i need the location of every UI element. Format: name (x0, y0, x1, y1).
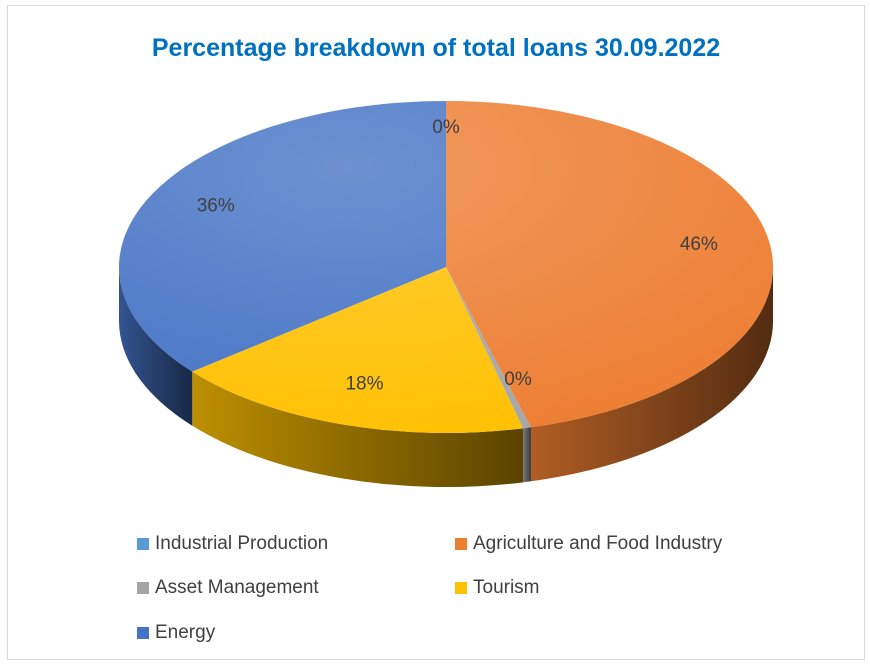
pie-labels: 0% 46% 0% 18% 36% (197, 117, 718, 395)
pie-sides (119, 267, 773, 487)
legend-swatch-agriculture (455, 538, 467, 550)
legend-label: Energy (155, 622, 216, 643)
legend-item-industrial-production: Industrial Production (137, 533, 328, 555)
legend-label: Industrial Production (155, 533, 329, 554)
legend-label: Agriculture and Food Industry (473, 533, 723, 554)
pie-top (119, 101, 773, 433)
legend-swatch-tourism (455, 582, 467, 594)
pie-top-highlight (119, 101, 773, 433)
legend-swatch-industrial (137, 538, 149, 550)
legend-label: Tourism (473, 577, 540, 598)
data-label-industrial-production: 0% (432, 117, 460, 138)
data-label-agriculture-and-food-industry: 46% (680, 234, 718, 255)
legend-item-energy: Energy (137, 622, 215, 644)
data-label-asset-management: 0% (504, 369, 532, 390)
data-label-tourism: 18% (345, 374, 383, 395)
chart-title: Percentage breakdown of total loans 30.0… (151, 34, 721, 62)
pie-side-shade-tourism (192, 371, 524, 487)
legend-label: Asset Management (155, 577, 319, 598)
pie-side-shade-asset-management (523, 427, 531, 483)
legend-item-tourism: Tourism (455, 577, 540, 599)
pie-side-shade-energy (119, 267, 193, 426)
data-label-energy: 36% (197, 195, 235, 216)
legend-swatch-energy (137, 627, 149, 639)
legend-item-agriculture: Agriculture and Food Industry (455, 533, 722, 555)
legend-swatch-asset (137, 582, 149, 594)
legend-item-asset-management: Asset Management (137, 577, 319, 599)
pie-side-shade-agriculture-and-food-industry (530, 267, 773, 482)
